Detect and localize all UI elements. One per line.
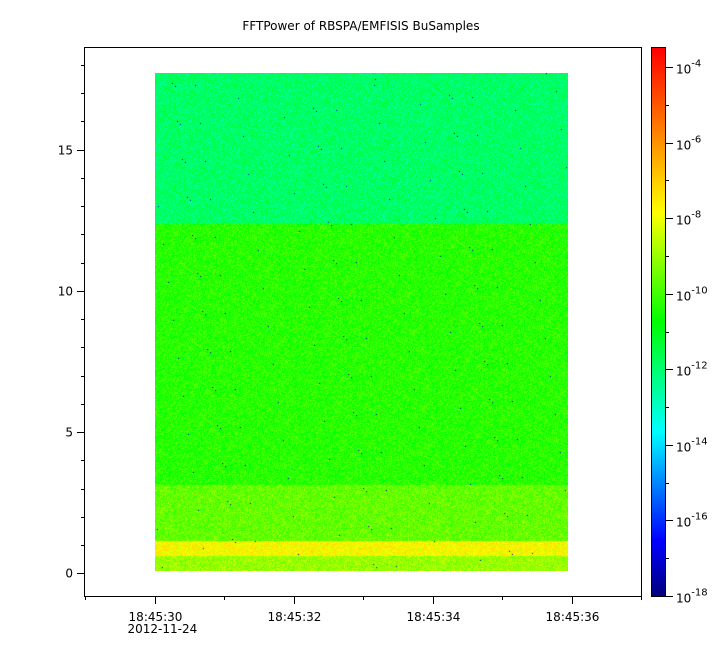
colorbar-tick-label: 10-18	[676, 588, 708, 606]
x-tick-label: 18:45:30	[129, 610, 183, 624]
x-tick-label: 18:45:32	[268, 610, 322, 624]
x-tick-label: 18:45:34	[407, 610, 461, 624]
x-tick-label: 18:45:36	[546, 610, 600, 624]
spectrogram-image	[155, 73, 568, 571]
colorbar-tick-label: 10-16	[676, 512, 708, 530]
y-tick-label: 5	[65, 426, 73, 440]
y-axis: 0 5 10 15	[58, 65, 85, 581]
y-tick-label: 0	[65, 567, 73, 581]
chart-title: FFTPower of RBSPA/EMFISIS BuSamples	[242, 19, 479, 33]
colorbar-tick-label: 10-8	[676, 210, 701, 228]
colorbar-axis: 10-4 10-6 10-8 10-10 10-12 10-14 10-16 10-18	[665, 59, 708, 606]
x-tick-sublabel: 2012-11-24	[128, 622, 198, 636]
y-tick-label: 10	[58, 285, 73, 299]
colorbar-frame	[651, 47, 666, 597]
colorbar-gradient	[652, 48, 665, 596]
y-tick-label: 15	[58, 144, 73, 158]
colorbar-tick-label: 10-10	[676, 286, 708, 304]
colorbar-tick-label: 10-6	[676, 135, 701, 153]
colorbar-tick-label: 10-14	[676, 437, 708, 455]
colorbar-tick-label: 10-12	[676, 361, 708, 379]
colorbar-tick-label: 10-4	[676, 59, 701, 77]
